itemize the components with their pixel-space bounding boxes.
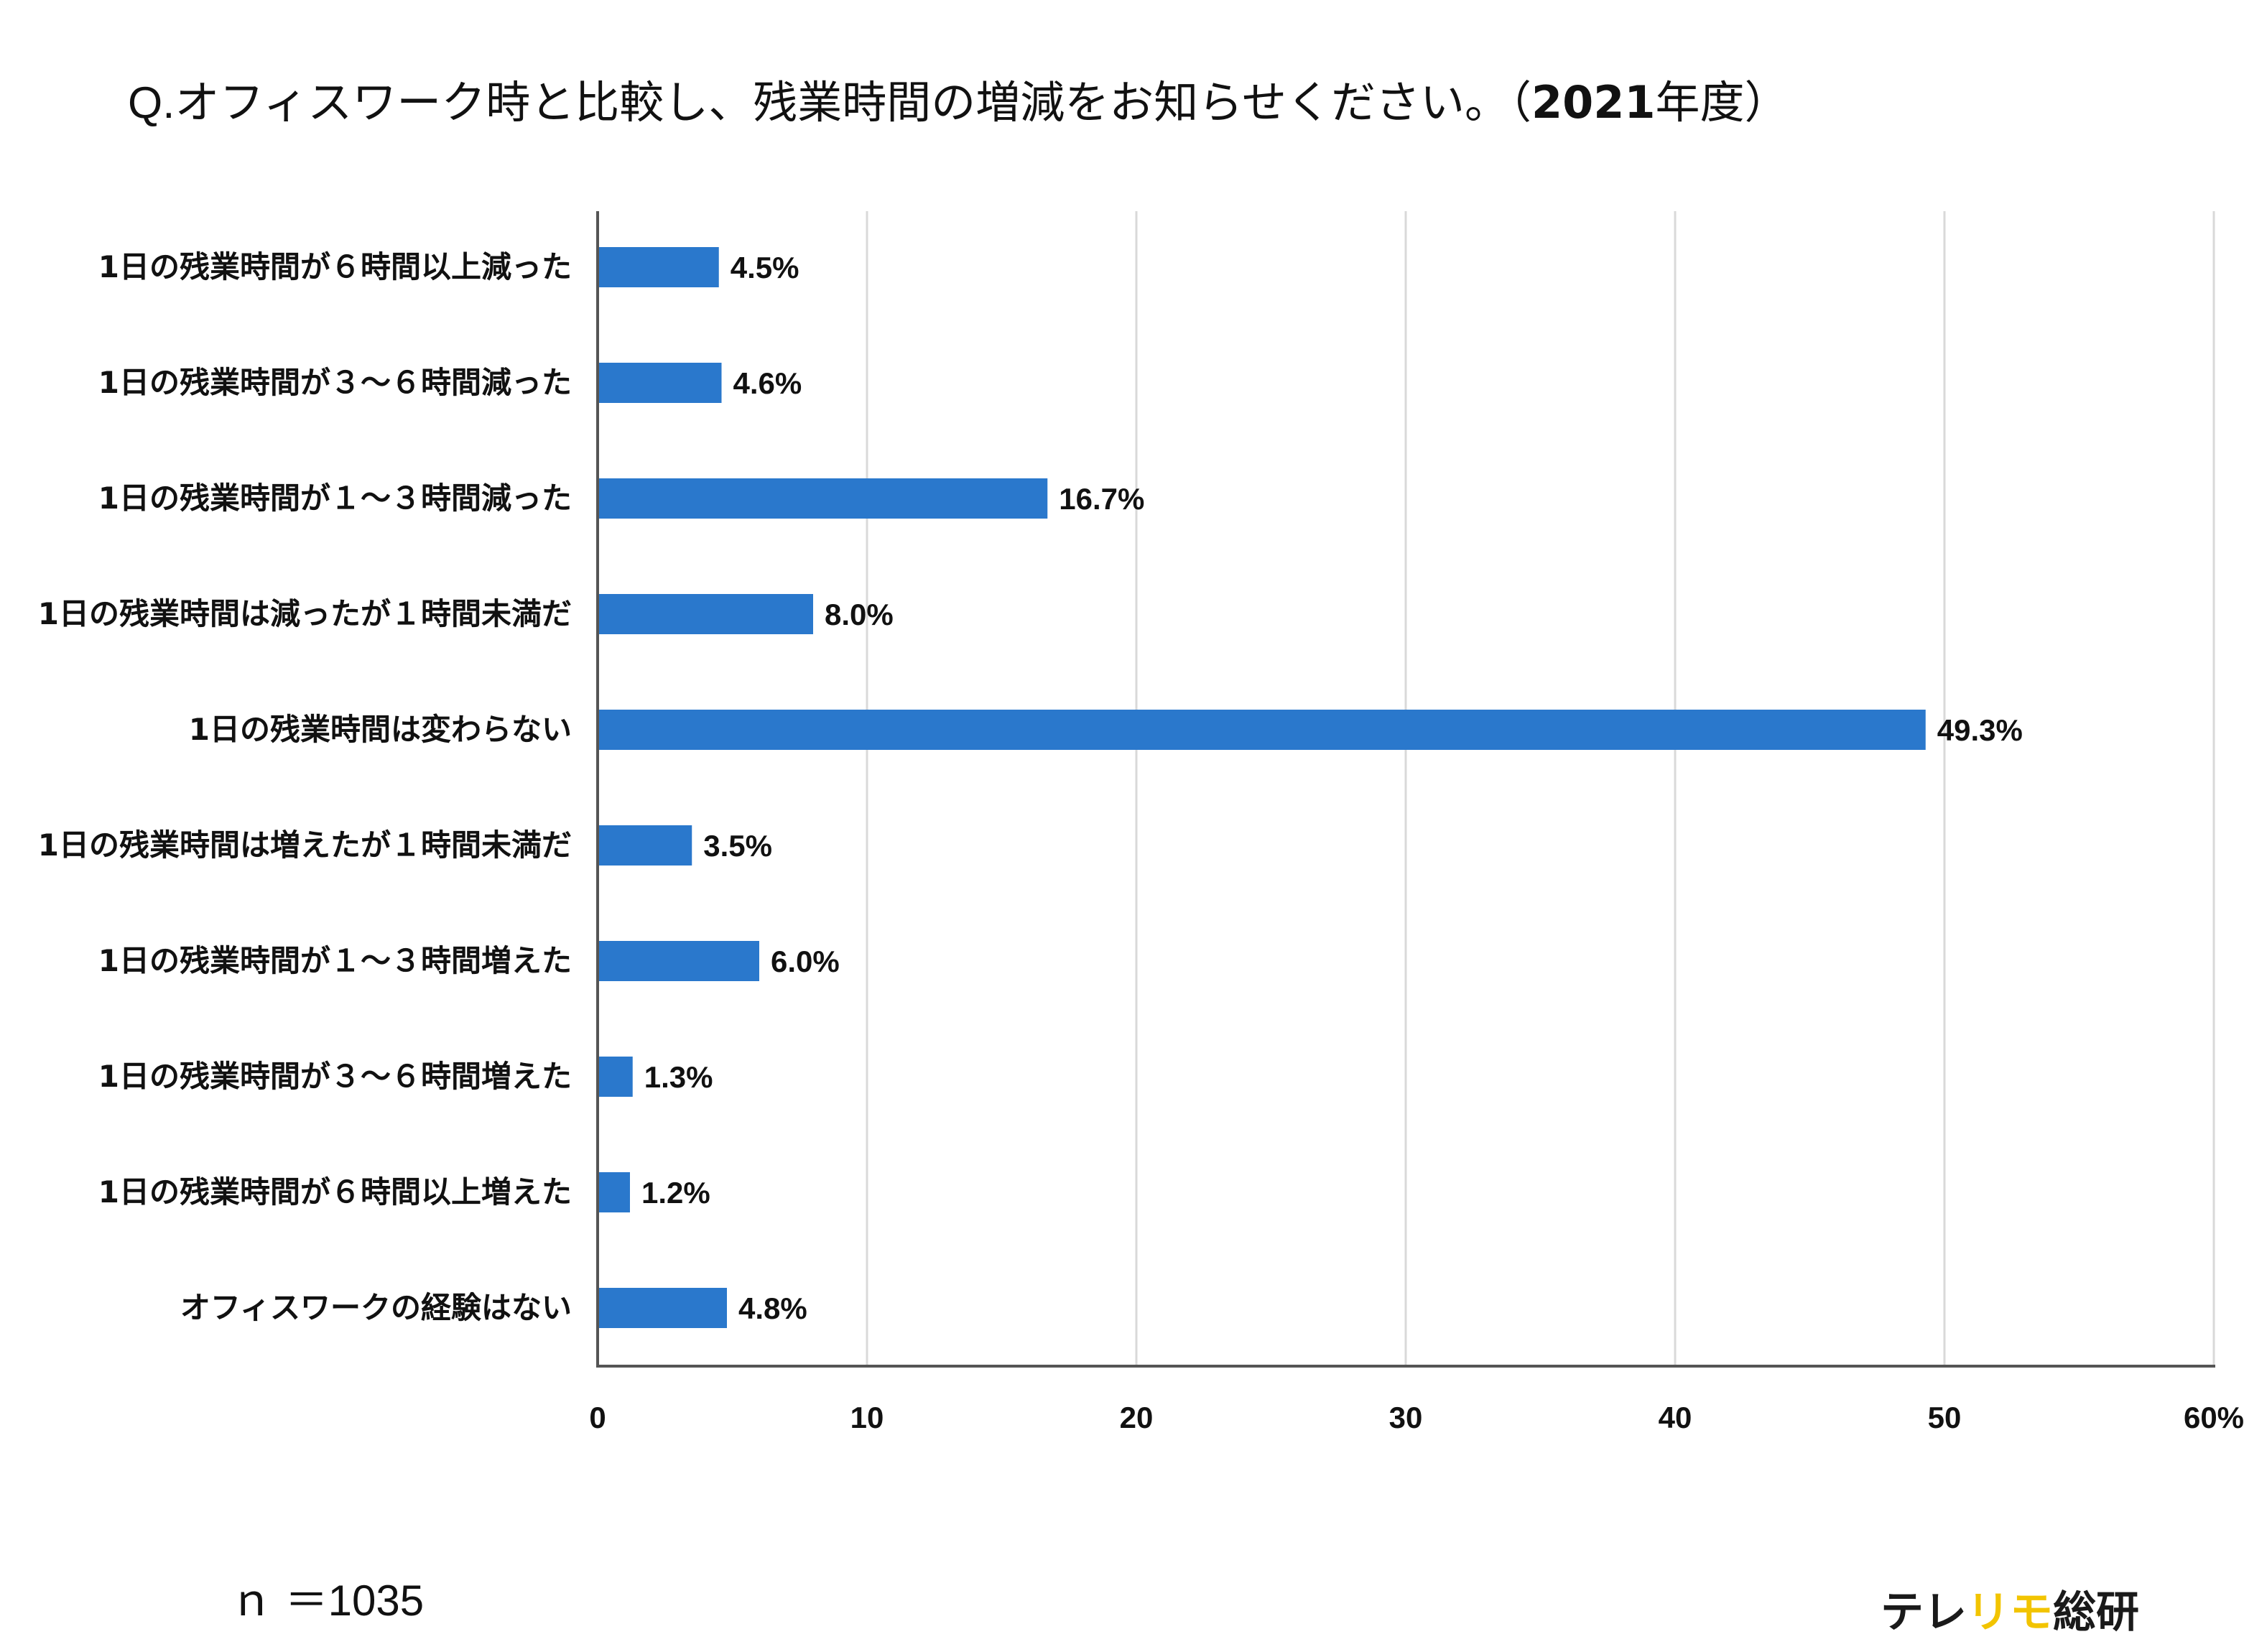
bar-1 [598,247,719,287]
labels: 0 10 20 30 40 50 60% 1日の残業時間が６時間以上減った 4.5% 1日の残業時… [38,249,2244,1434]
x-tick-label: 20 [1120,1401,1154,1434]
title-suffix: 年度） [1655,76,1789,129]
title-prefix: Q. [128,78,175,128]
axes [596,211,2215,1368]
data-label: 4.8% [738,1291,807,1325]
data-label: 8.0% [825,598,894,631]
title-year: 2021 [1531,76,1656,129]
brand-part1: テレ [1881,1587,1967,1638]
bar-chart: 0 10 20 30 40 50 60% 1日の残業時間が６時間以上減った 4.5% 1日の残業時… [38,211,2244,1434]
y-category-label: 1日の残業時間は増えたが１時間未満だ [38,827,572,863]
y-category-label: 1日の残業時間が１～３時間減った [98,481,572,516]
data-label: 1.2% [641,1176,710,1210]
brand-accent: リモ [1967,1587,2053,1638]
x-tick-label: 10 [850,1401,884,1434]
y-category-label: 1日の残業時間が６時間以上増えた [98,1174,572,1210]
y-category-label: オフィスワークの経験はない [180,1290,572,1325]
bar-5 [598,710,1926,750]
x-tick-label: 40 [1659,1401,1692,1434]
x-tick-label: 30 [1389,1401,1423,1434]
y-category-label: 1日の残業時間が１～３時間増えた [98,943,572,978]
bar-2 [598,363,722,403]
y-category-label: 1日の残業時間が３～６時間増えた [98,1059,572,1094]
x-tick-label: 0 [589,1401,606,1434]
data-label: 1.3% [644,1060,713,1094]
y-category-label: 1日の残業時間が６時間以上減った [98,249,572,284]
data-label: 49.3% [1937,713,2023,747]
bar-10 [598,1288,727,1328]
data-label: 6.0% [771,945,840,978]
bar-7 [598,941,759,981]
y-category-label: 1日の残業時間が３～６時間減った [98,365,572,400]
bar-4 [598,594,813,634]
data-label: 3.5% [703,829,772,863]
y-category-label: 1日の残業時間は減ったが１時間未満だ [38,596,572,631]
bar-6 [598,825,692,866]
bar-3 [598,478,1048,519]
bar-8 [598,1057,633,1097]
y-category-label: 1日の残業時間は変わらない [189,712,572,747]
x-tick-label: 60% [2184,1401,2244,1434]
brand-part2: 総研 [2053,1587,2139,1638]
data-label: 4.6% [733,366,802,400]
sample-size-note: ｎ ＝1035 [230,1577,425,1625]
gridlines [866,211,2215,1366]
title-text: オフィスワーク時と比較し、残業時間の増減をお知らせください。（ [175,76,1531,129]
data-label: 4.5% [731,251,799,284]
bars [598,247,1926,1328]
data-label: 16.7% [1059,482,1144,516]
brand-logo: テレリモ総研 [1881,1577,2139,1640]
chart-title: Q.オフィスワーク時と比較し、残業時間の増減をお知らせください。（2021年度） [128,66,1789,131]
x-tick-label: 50 [1928,1401,1962,1434]
bar-9 [598,1172,630,1212]
